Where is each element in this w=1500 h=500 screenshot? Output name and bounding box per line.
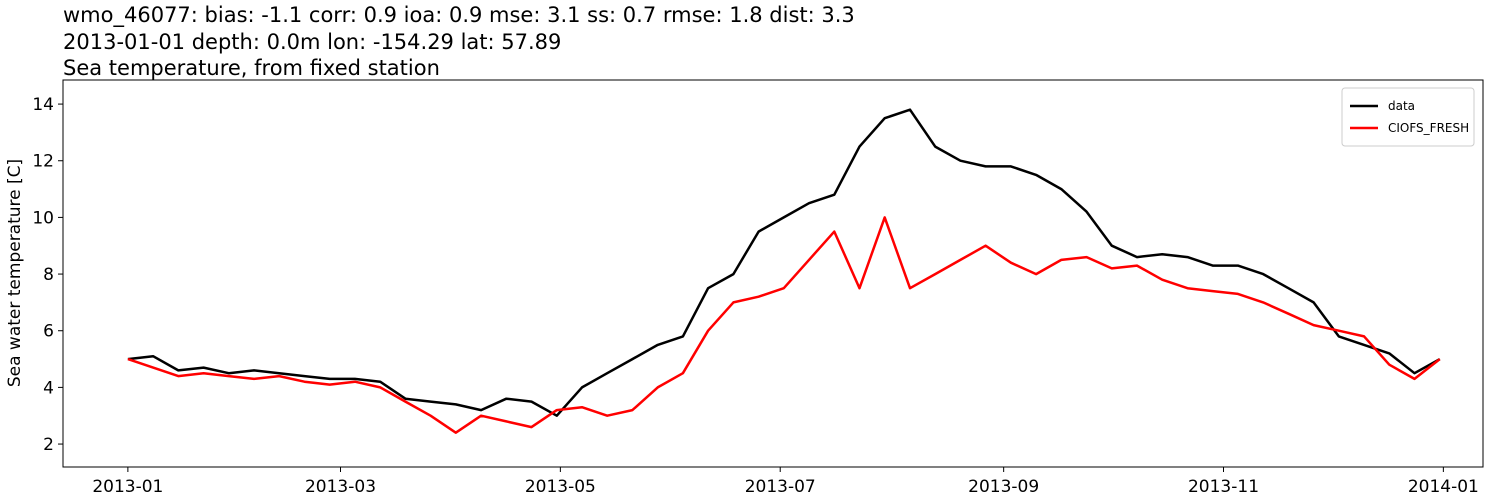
plot-frame	[62, 79, 1484, 468]
y-tick-label: 2	[43, 435, 54, 455]
x-tick-label: 2014-01	[1408, 477, 1479, 497]
series-line	[127, 108, 1441, 417]
legend-box	[1341, 87, 1475, 147]
x-tick-label: 2013-05	[525, 477, 596, 497]
series-line	[127, 216, 1441, 434]
x-tick-label: 2013-07	[745, 477, 816, 497]
y-tick-label: 10	[32, 208, 54, 228]
x-tick-label: 2013-03	[305, 477, 376, 497]
title-line: 2013-01-01 depth: 0.0m lon: -154.29 lat:…	[63, 30, 561, 54]
x-tick-label: 2013-09	[968, 477, 1039, 497]
y-tick-label: 14	[32, 95, 54, 115]
y-tick-label: 8	[43, 265, 54, 285]
title-line: Sea temperature, from fixed station	[63, 56, 440, 80]
y-tick-label: 6	[43, 322, 54, 342]
y-tick-label: 4	[43, 378, 54, 398]
x-tick-label: 2013-01	[92, 477, 163, 497]
legend-label: CIOFS_FRESH	[1388, 121, 1469, 135]
y-axis-label: Sea water temperature [C]	[5, 159, 25, 387]
y-tick-label: 12	[32, 152, 54, 172]
legend-label: data	[1388, 99, 1415, 113]
title-line: wmo_46077: bias: -1.1 corr: 0.9 ioa: 0.9…	[63, 3, 855, 28]
x-tick-label: 2013-11	[1188, 477, 1259, 497]
